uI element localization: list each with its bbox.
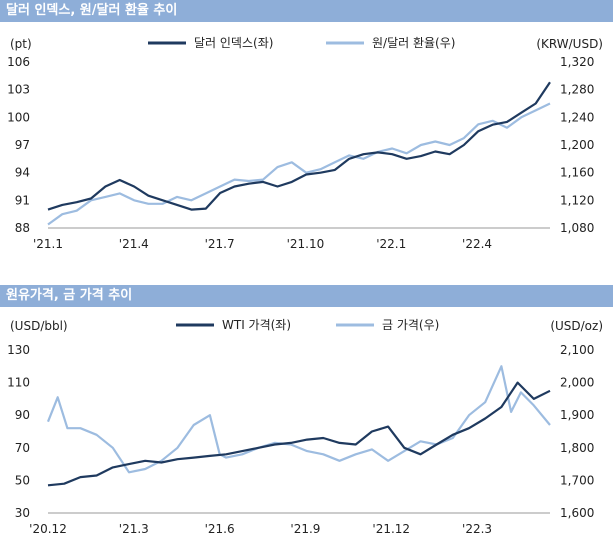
x-tick-label: '21.12 bbox=[372, 522, 410, 536]
y-right-tick-label: 1,800 bbox=[560, 441, 594, 455]
x-tick-label: '21.10 bbox=[287, 237, 325, 251]
y-left-tick-label: 130 bbox=[7, 343, 30, 357]
y-left-tick-label: 30 bbox=[15, 506, 30, 520]
y-right-tick-label: 1,320 bbox=[560, 55, 594, 69]
y-left-tick-label: 70 bbox=[15, 441, 30, 455]
y-right-tick-label: 1,280 bbox=[560, 83, 594, 97]
x-tick-label: '21.6 bbox=[205, 522, 235, 536]
x-tick-label: '20.12 bbox=[29, 522, 67, 536]
y-right-tick-label: 1,120 bbox=[560, 193, 594, 207]
y-left-tick-label: 91 bbox=[15, 193, 30, 207]
x-tick-label: '21.4 bbox=[119, 237, 149, 251]
y-right-tick-label: 1,700 bbox=[560, 473, 594, 487]
series-left-line bbox=[47, 381, 551, 487]
y-right-tick-label: 2,100 bbox=[560, 343, 594, 357]
chart2-title: 원유가격, 금 가격 추이 bbox=[0, 285, 613, 307]
legend-label: 금 가격(우) bbox=[382, 318, 439, 332]
x-tick-label: '21.7 bbox=[205, 237, 235, 251]
legend-label: WTI 가격(좌) bbox=[222, 318, 291, 332]
y-right-tick-label: 1,080 bbox=[560, 221, 594, 235]
x-tick-label: '21.9 bbox=[290, 522, 320, 536]
series-right-line bbox=[46, 365, 551, 474]
chart1-title: 달러 인덱스, 원/달러 환율 추이 bbox=[0, 0, 613, 22]
y-right-tick-label: 2,000 bbox=[560, 376, 594, 390]
y-left-tick-label: 110 bbox=[7, 376, 30, 390]
left-axis-unit: (USD/bbl) bbox=[10, 319, 68, 333]
y-left-tick-label: 103 bbox=[7, 83, 30, 97]
y-right-tick-label: 1,160 bbox=[560, 166, 594, 180]
y-right-tick-label: 1,240 bbox=[560, 110, 594, 124]
x-tick-label: '21.1 bbox=[33, 237, 63, 251]
y-left-tick-label: 90 bbox=[15, 408, 30, 422]
right-axis-unit: (USD/oz) bbox=[550, 319, 603, 333]
y-right-tick-label: 1,200 bbox=[560, 138, 594, 152]
y-left-tick-label: 88 bbox=[15, 221, 30, 235]
series-right-line bbox=[47, 102, 551, 226]
legend-label: 달러 인덱스(좌) bbox=[194, 36, 273, 50]
y-left-tick-label: 94 bbox=[15, 166, 30, 180]
legend-label: 원/달러 환율(우) bbox=[372, 36, 455, 50]
y-right-tick-label: 1,900 bbox=[560, 408, 594, 422]
x-tick-label: '22.3 bbox=[462, 522, 492, 536]
y-left-tick-label: 97 bbox=[15, 138, 30, 152]
y-left-tick-label: 50 bbox=[15, 473, 30, 487]
chart1-plot: 88 91 94 97 100 103 106 1,080 1,120 1,160 1,200 1,2… bbox=[7, 36, 603, 251]
x-tick-label: '21.3 bbox=[119, 522, 149, 536]
right-axis-unit: (KRW/USD) bbox=[536, 37, 603, 51]
chart2-plot: 30 50 70 90 110 130 1,600 1,700 1,800 1,900 2,000 2… bbox=[7, 318, 603, 536]
x-tick-label: '22.1 bbox=[376, 237, 406, 251]
y-left-tick-label: 100 bbox=[7, 110, 30, 124]
y-right-tick-label: 1,600 bbox=[560, 506, 594, 520]
left-axis-unit: (pt) bbox=[10, 37, 32, 51]
x-tick-label: '22.4 bbox=[462, 237, 492, 251]
y-left-tick-label: 106 bbox=[7, 55, 30, 69]
series-left-line bbox=[47, 81, 551, 211]
